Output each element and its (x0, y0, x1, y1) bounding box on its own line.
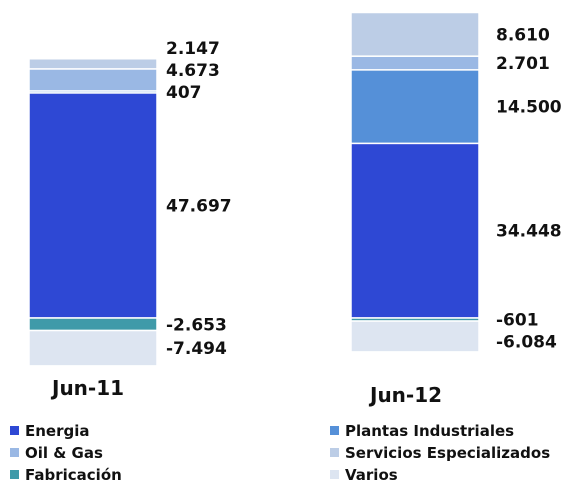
legend-item-varios: Varios (330, 464, 550, 486)
value-label-servicios-especializados-jun-11: 2.147 (166, 39, 220, 59)
value-label-fabricacion-jun-11: -2.653 (166, 315, 227, 335)
bar-segment-oil-gas-jun-11 (28, 68, 158, 92)
value-label-plantas-industriales-jun-11: 407 (166, 83, 202, 103)
legend-label-varios: Varios (345, 466, 398, 484)
bar-segment-servicios-especializados-jun-12 (350, 11, 480, 57)
legend-swatch-varios (330, 470, 339, 479)
bar-segment-varios-jun-12 (350, 320, 480, 353)
bar-segment-fabricacion-jun-11 (28, 317, 158, 332)
legend-label-servicios-especializados: Servicios Especializados (345, 444, 551, 462)
legend-label-fabricacion: Fabricación (25, 466, 122, 484)
legend-label-oil-gas: Oil & Gas (25, 444, 103, 462)
bar-segment-oil-gas-jun-12 (350, 55, 480, 71)
bar-segment-varios-jun-11 (28, 329, 158, 367)
legend-item-oil-gas: Oil & Gas (10, 442, 122, 464)
category-label-jun-11: Jun-11 (50, 376, 124, 400)
value-label-varios-jun-12: -6.084 (496, 333, 557, 353)
legend-item-servicios-especializados: Servicios Especializados (330, 442, 550, 464)
value-label-servicios-especializados-jun-12: 8.610 (496, 25, 550, 45)
value-label-oil-gas-jun-11: 4.673 (166, 61, 220, 81)
bar-segment-energia-jun-11 (28, 92, 158, 319)
legend-swatch-fabricacion (10, 470, 19, 479)
legend-label-energia: Energia (25, 422, 90, 440)
bar-segment-plantas-industriales-jun-12 (350, 69, 480, 145)
legend-swatch-servicios-especializados (330, 448, 339, 457)
bar-segment-energia-jun-12 (350, 142, 480, 319)
bar-segment-servicios-especializados-jun-11 (28, 58, 158, 70)
legend-item-energia: Energia (10, 420, 122, 442)
value-label-energia-jun-12: 34.448 (496, 222, 562, 242)
value-label-plantas-industriales-jun-12: 14.500 (496, 98, 562, 118)
legend-swatch-plantas-industriales (330, 426, 339, 435)
legend: Energia Oil & Gas Fabricación Plantas In… (10, 420, 560, 486)
value-label-varios-jun-11: -7.494 (166, 339, 227, 359)
value-label-oil-gas-jun-12: 2.701 (496, 54, 550, 74)
legend-column-left: Energia Oil & Gas Fabricación (10, 420, 122, 486)
legend-label-plantas-industriales: Plantas Industriales (345, 422, 515, 440)
legend-swatch-energia (10, 426, 19, 435)
legend-swatch-oil-gas (10, 448, 19, 457)
legend-item-plantas-industriales: Plantas Industriales (330, 420, 550, 442)
category-label-jun-12: Jun-12 (368, 383, 442, 407)
legend-item-fabricacion: Fabricación (10, 464, 122, 486)
legend-column-right: Plantas Industriales Servicios Especiali… (330, 420, 550, 486)
value-label-fabricacion-jun-12: -601 (496, 311, 539, 331)
value-label-energia-jun-11: 47.697 (166, 196, 232, 216)
